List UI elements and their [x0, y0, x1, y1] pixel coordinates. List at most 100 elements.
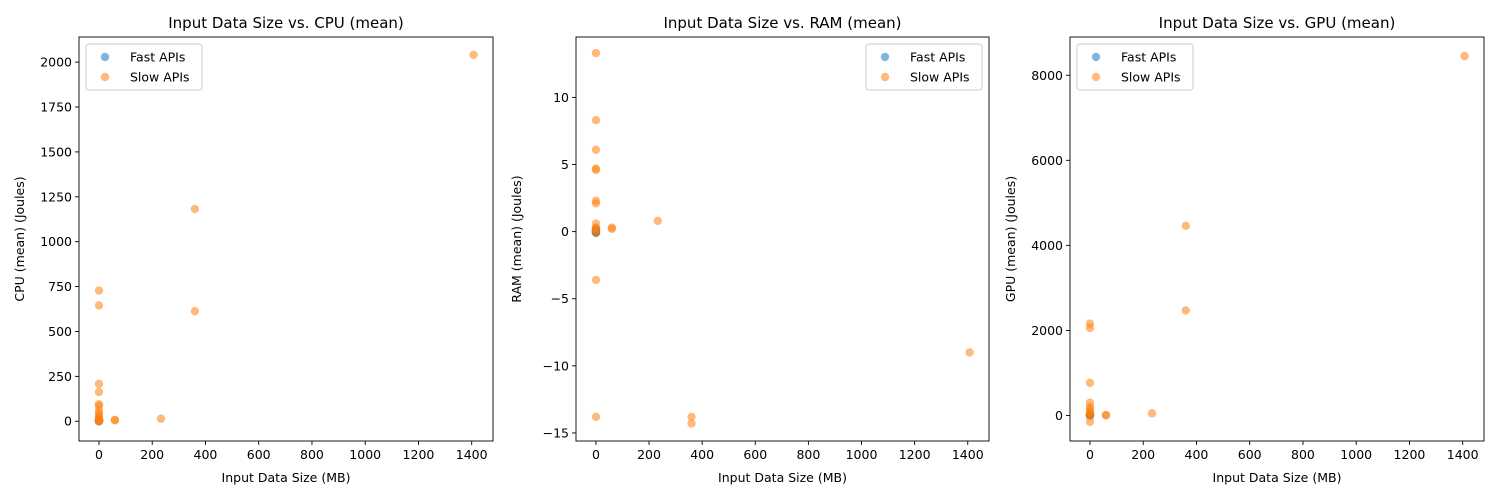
y-tick-label: −15: [543, 425, 569, 440]
x-tick-label: 600: [247, 447, 271, 462]
x-tick-label: 200: [1131, 447, 1155, 462]
y-tick-label: 2000: [40, 55, 72, 70]
point-slow-api: [1085, 417, 1095, 427]
point-slow-api: [469, 50, 478, 60]
point-slow-api: [190, 306, 200, 316]
y-tick-label: 1250: [40, 189, 72, 204]
legend-label-fast: Fast APIs: [910, 50, 965, 65]
y-axis-label: GPU (mean) (Joules): [1003, 176, 1018, 302]
point-slow-api: [110, 415, 120, 425]
legend-label-fast: Fast APIs: [130, 50, 185, 65]
plot-area: 0 200 400 600 800 1000 1200 1400 0 2000 4000 6000 80…: [1031, 36, 1485, 462]
legend-marker-fast: [100, 52, 110, 62]
y-tick-label: −5: [551, 291, 569, 306]
point-slow-api: [687, 412, 696, 422]
point-slow-api: [591, 116, 601, 125]
plot-area: 0 200 400 600 800 1000 1200 1400 −15 −10 −5 0 5 10: [543, 36, 990, 462]
x-tick-label: 1400: [952, 447, 984, 462]
point-slow-api: [1181, 221, 1191, 231]
point-slow-api: [591, 275, 601, 285]
legend-label-slow: Slow APIs: [130, 70, 190, 85]
point-slow-api: [1101, 411, 1111, 420]
y-tick-label: 8000: [1031, 68, 1063, 83]
point-slow-api: [1460, 51, 1469, 61]
y-tick-label: 1500: [40, 144, 72, 159]
legend: Fast APIs Slow APIs: [85, 43, 203, 91]
point-slow-api: [156, 414, 166, 423]
x-tick-label: 0: [95, 447, 103, 462]
y-tick-label: 6000: [1031, 153, 1063, 168]
x-tick-label: 400: [194, 447, 218, 462]
point-slow-api: [1085, 323, 1095, 333]
legend: Fast APIs Slow APIs: [865, 43, 983, 91]
y-tick-label: 5: [561, 157, 569, 172]
x-axis-label: Input Data Size (MB): [718, 470, 847, 485]
point-slow-api: [607, 224, 617, 234]
x-tick-label: 1000: [1340, 447, 1372, 462]
point-slow-api: [190, 204, 200, 214]
x-tick-label: 1200: [403, 447, 435, 462]
point-slow-api: [1085, 378, 1095, 387]
y-tick-label: −10: [543, 358, 569, 373]
legend-marker-fast: [880, 52, 890, 62]
x-tick-label: 600: [1238, 447, 1262, 462]
x-tick-label: 800: [300, 447, 324, 462]
x-tick-label: 1000: [846, 447, 878, 462]
legend-marker-fast: [1091, 52, 1101, 62]
y-tick-label: 10: [553, 90, 569, 105]
y-tick-label: 500: [48, 324, 72, 339]
y-tick-label: 1000: [40, 234, 72, 249]
point-slow-api: [94, 301, 104, 310]
point-slow-api: [653, 216, 663, 226]
y-tick-label: 2000: [1031, 323, 1063, 338]
legend-marker-slow: [1091, 72, 1101, 82]
point-slow-api: [94, 416, 104, 425]
x-tick-label: 0: [1086, 447, 1094, 462]
chart-title: Input Data Size vs. GPU (mean): [1159, 14, 1396, 32]
point-slow-api: [687, 419, 696, 428]
y-tick-label: 250: [48, 369, 72, 384]
x-tick-label: 800: [796, 447, 820, 462]
chart-title: Input Data Size vs. RAM (mean): [663, 14, 901, 32]
x-tick-label: 1200: [1394, 447, 1426, 462]
x-tick-label: 800: [1291, 447, 1315, 462]
y-tick-label: 750: [48, 279, 72, 294]
legend-box: [865, 43, 983, 91]
ram-chart: Input Data Size vs. RAM (mean) Input Dat…: [509, 14, 990, 485]
x-tick-label: 200: [637, 447, 661, 462]
point-slow-api: [1085, 411, 1095, 420]
plot-area: 0 200 400 600 800 1000 1200 1400 0 250 500 750 1000 1…: [40, 36, 494, 462]
cpu-chart: Input Data Size vs. CPU (mean) Input Dat…: [12, 14, 494, 485]
legend-marker-slow: [880, 72, 890, 82]
point-slow-api: [94, 286, 104, 295]
x-axis-label: Input Data Size (MB): [1213, 470, 1342, 485]
point-slow-api: [94, 379, 104, 389]
legend-marker-slow: [100, 72, 110, 82]
axes-frame: [1069, 36, 1485, 442]
legend-box: [85, 43, 203, 91]
y-axis-label: CPU (mean) (Joules): [12, 176, 27, 301]
y-tick-label: 1750: [40, 100, 72, 115]
y-tick-label: 0: [561, 224, 569, 239]
x-tick-label: 600: [743, 447, 767, 462]
x-tick-label: 1400: [1447, 447, 1479, 462]
point-slow-api: [1147, 409, 1157, 418]
x-tick-label: 1200: [899, 447, 931, 462]
axes-frame: [78, 36, 494, 442]
legend-label-fast: Fast APIs: [1121, 50, 1176, 65]
x-axis-label: Input Data Size (MB): [222, 470, 351, 485]
x-tick-label: 200: [140, 447, 164, 462]
legend-label-slow: Slow APIs: [910, 70, 970, 85]
chart-title: Input Data Size vs. CPU (mean): [168, 14, 404, 32]
x-tick-label: 1400: [456, 447, 488, 462]
point-slow-api: [591, 145, 601, 154]
point-slow-api: [591, 228, 601, 238]
point-slow-api: [1181, 306, 1191, 315]
gpu-chart: Input Data Size vs. GPU (mean) Input Dat…: [1003, 14, 1485, 485]
x-tick-label: 400: [690, 447, 714, 462]
point-slow-api: [591, 48, 601, 58]
legend-label-slow: Slow APIs: [1121, 70, 1181, 85]
x-tick-label: 0: [592, 447, 600, 462]
x-tick-label: 1000: [349, 447, 381, 462]
